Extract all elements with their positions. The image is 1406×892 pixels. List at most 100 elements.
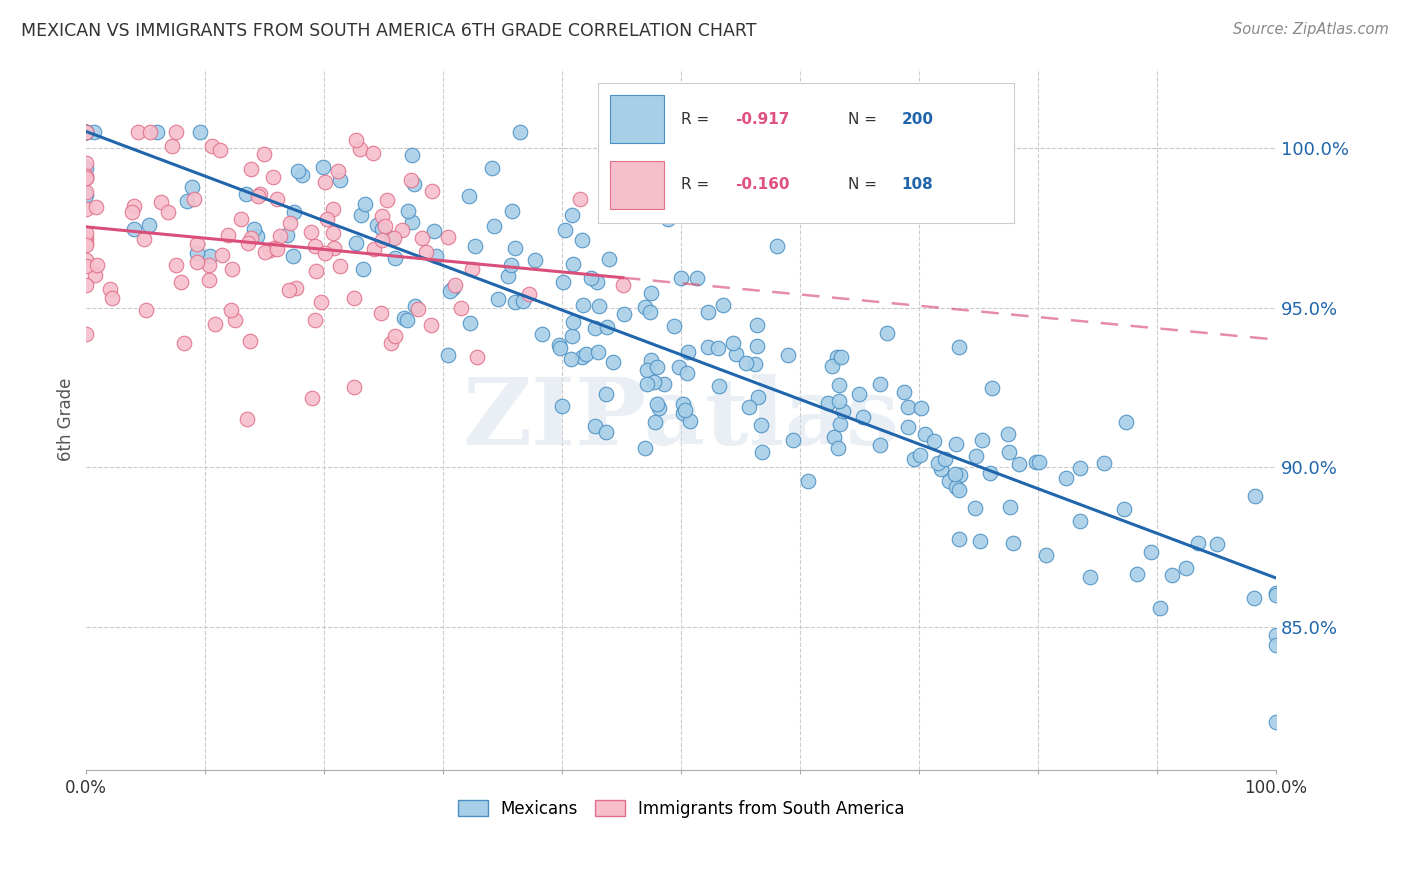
Point xyxy=(75,236,97,251)
Point xyxy=(562,256,585,270)
Point xyxy=(173,336,195,351)
Point xyxy=(384,251,406,265)
Point xyxy=(198,273,221,287)
Point xyxy=(344,235,367,250)
Point xyxy=(1160,568,1182,582)
Point xyxy=(322,202,344,216)
Point xyxy=(322,227,344,241)
Point xyxy=(664,319,686,334)
Point xyxy=(281,249,304,263)
Point xyxy=(75,161,97,175)
Point xyxy=(75,260,97,274)
Point xyxy=(363,242,385,256)
Point xyxy=(374,219,396,234)
Point xyxy=(246,189,269,203)
Point xyxy=(239,334,262,349)
Point xyxy=(634,300,657,314)
Point xyxy=(75,125,97,139)
Point xyxy=(328,164,350,178)
Point xyxy=(553,275,575,289)
Point xyxy=(122,199,145,213)
Point xyxy=(672,397,695,411)
Point xyxy=(830,350,852,364)
Point xyxy=(349,143,371,157)
Point xyxy=(404,299,426,313)
Point xyxy=(852,409,875,424)
Point xyxy=(75,125,97,139)
Point xyxy=(181,179,204,194)
Point xyxy=(1265,638,1288,652)
Point xyxy=(668,360,690,375)
Point xyxy=(724,347,747,361)
Point xyxy=(745,318,768,332)
Point xyxy=(377,193,399,207)
Point xyxy=(352,261,374,276)
Point xyxy=(221,262,243,277)
Y-axis label: 6th Grade: 6th Grade xyxy=(58,377,75,461)
Point xyxy=(441,281,464,295)
Point xyxy=(366,219,388,233)
Point xyxy=(204,318,226,332)
Point xyxy=(371,221,394,235)
Point xyxy=(571,233,593,247)
Point xyxy=(897,420,920,434)
Point xyxy=(186,246,208,260)
Point xyxy=(165,258,187,272)
Point xyxy=(910,401,932,415)
Point xyxy=(464,238,486,252)
Point xyxy=(266,192,288,206)
Point xyxy=(219,302,242,317)
Point xyxy=(893,385,915,400)
Point xyxy=(979,466,1001,480)
Point xyxy=(827,350,849,364)
Point xyxy=(640,353,662,368)
Point xyxy=(138,218,160,232)
Point xyxy=(948,533,970,547)
Point xyxy=(253,147,276,161)
Point xyxy=(634,442,657,456)
Point xyxy=(499,258,522,272)
Point xyxy=(235,186,257,201)
Point xyxy=(643,375,665,389)
Point xyxy=(948,483,970,498)
Point xyxy=(595,425,617,440)
Point xyxy=(380,335,402,350)
Point xyxy=(266,242,288,256)
Point xyxy=(75,326,97,341)
Point xyxy=(747,338,769,352)
Point xyxy=(299,225,322,239)
Point xyxy=(1244,489,1267,503)
Point xyxy=(583,320,606,334)
Point xyxy=(678,345,700,359)
Point xyxy=(572,298,595,312)
Point xyxy=(897,400,920,414)
Point xyxy=(945,480,967,494)
Point xyxy=(1001,536,1024,550)
Point xyxy=(707,378,730,392)
Point xyxy=(481,161,503,176)
Point xyxy=(314,175,336,189)
Point xyxy=(101,292,124,306)
Point xyxy=(1078,570,1101,584)
Point xyxy=(1069,461,1091,475)
Point xyxy=(778,347,800,361)
Point xyxy=(370,306,392,320)
Point xyxy=(782,433,804,447)
Point xyxy=(83,125,105,139)
Point xyxy=(75,237,97,252)
Point xyxy=(343,291,366,305)
Point xyxy=(943,467,966,481)
Point xyxy=(948,340,970,354)
Point xyxy=(236,411,259,425)
Point xyxy=(450,301,472,316)
Point xyxy=(301,392,323,406)
Point xyxy=(823,430,845,444)
Point xyxy=(329,172,352,186)
Point xyxy=(595,387,617,401)
Point xyxy=(561,315,583,329)
Point xyxy=(1265,715,1288,730)
Point xyxy=(329,260,352,274)
Point xyxy=(312,160,335,174)
Point xyxy=(613,307,636,321)
Point xyxy=(1025,454,1047,468)
